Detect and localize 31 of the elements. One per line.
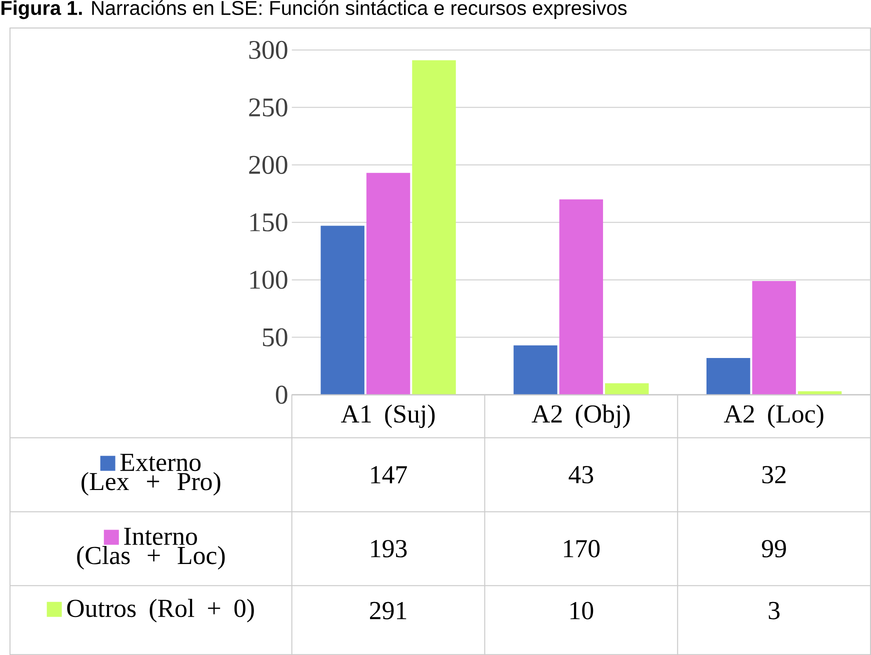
y-tick-label: 50 [262, 328, 288, 346]
bar [605, 383, 649, 395]
data-label: 170 [564, 540, 600, 558]
bar [514, 345, 558, 395]
x-tick-label: A1 (Suj) [340, 404, 435, 428]
legend-label: Externo (Lex + Pro) [82, 454, 220, 496]
bar [752, 280, 796, 395]
data-label: 147 [371, 466, 407, 484]
legend-label: Outros (Rol + 0) [67, 598, 254, 622]
bar [559, 199, 604, 395]
y-tick-label: 300 [249, 40, 288, 59]
bar [320, 226, 364, 395]
data-label: 193 [371, 540, 407, 558]
legend-label: Interno (Clas + Loc) [77, 528, 225, 570]
data-label: 291 [370, 602, 406, 620]
y-tick-label: 200 [249, 156, 288, 174]
y-tick-label: 100 [250, 270, 288, 289]
data-label: 32 [762, 466, 786, 484]
x-tick-label: A2 (Loc) [724, 404, 824, 428]
bar [412, 60, 456, 395]
chart-title: Figura 1. Narracións en LSE: Función sintáctica e recursos expresivos [2, 0, 627, 20]
data-label: 10 [570, 602, 594, 620]
bar [366, 172, 410, 395]
x-tick-label: A2 (Obj) [532, 404, 630, 428]
data-label: 3 [768, 602, 780, 620]
y-tick-label: 150 [250, 213, 288, 232]
y-tick-label: 250 [249, 98, 288, 116]
y-tick-label: 0 [276, 386, 288, 404]
data-label: 99 [762, 540, 786, 558]
data-label: 43 [568, 466, 594, 484]
bar [706, 358, 750, 395]
